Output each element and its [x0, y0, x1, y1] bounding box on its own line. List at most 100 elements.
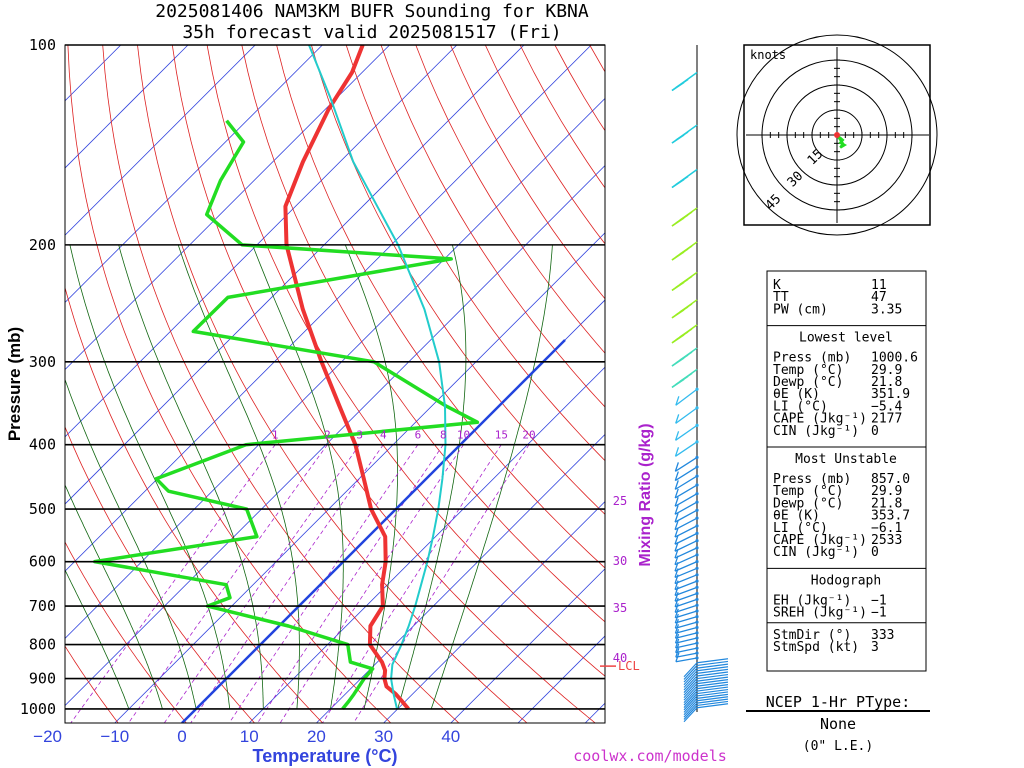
- dry-adiabat-line: [65, 425, 255, 723]
- temperature-tick-label: 30: [374, 727, 393, 746]
- temperature-tick-label: 20: [307, 727, 326, 746]
- wind-barb: [683, 663, 729, 683]
- wind-barb: [675, 652, 699, 663]
- pressure-tick-label: 800: [29, 636, 56, 654]
- isotherm-line: [65, 45, 458, 438]
- parcel-profile: [308, 45, 447, 710]
- wind-barb: [674, 608, 699, 619]
- wind-barb: [675, 387, 699, 406]
- dry-adiabat-line: [65, 645, 119, 723]
- wind-barb: [671, 241, 698, 261]
- dewpoint-profile: [92, 119, 480, 711]
- wind-barb: [674, 423, 699, 441]
- index-value: 47: [871, 290, 887, 305]
- pressure-tick-label: 200: [29, 236, 56, 254]
- mixing-ratio-axis-title: Mixing Ratio (g/kg): [637, 423, 654, 566]
- index-section-title: Lowest level: [799, 331, 893, 346]
- wind-barb: [683, 668, 729, 688]
- wind-barb: [674, 455, 699, 472]
- wind-barb: [674, 619, 699, 629]
- wind-barb: [674, 531, 699, 545]
- index-value: −5.4: [871, 399, 902, 414]
- index-label: K: [773, 278, 781, 293]
- moist-adiabat-line: [69, 244, 231, 709]
- index-value: 29.9: [871, 484, 902, 499]
- index-value: −6.1: [871, 521, 902, 536]
- ptype-value: None: [820, 715, 856, 733]
- wind-barb: [675, 406, 699, 424]
- isotherm-line: [65, 45, 256, 236]
- index-value: 333: [871, 628, 894, 643]
- wind-barb: [674, 629, 699, 639]
- hodograph-ring: [736, 34, 938, 236]
- index-section-title: Most Unstable: [795, 452, 897, 467]
- index-label: Temp (°C): [773, 363, 843, 378]
- attribution-text: coolwx.com/models: [573, 747, 727, 765]
- wind-barb: [674, 566, 699, 579]
- dry-adiabat-line: [345, 45, 605, 462]
- isotherm-line: [65, 165, 605, 707]
- moist-adiabat-line: [65, 569, 130, 710]
- index-value: 1000.6: [871, 351, 918, 366]
- wind-barb: [671, 347, 698, 367]
- mixing-ratio-line: [128, 444, 328, 723]
- wind-barb: [683, 700, 729, 720]
- pressure-tick-label: 1000: [20, 700, 56, 718]
- index-label: SREH (Jkg⁻¹): [773, 606, 867, 621]
- index-label: CIN (Jkg⁻¹): [773, 424, 859, 439]
- index-label: Press (mb): [773, 351, 851, 366]
- wind-barb: [675, 648, 699, 658]
- chart-title-line1: 2025081406 NAM3KM BUFR Sounding for KBNA: [155, 1, 589, 22]
- mixing-ratio-label: 1: [272, 429, 279, 442]
- wind-barb: [674, 516, 699, 531]
- wind-barb: [671, 207, 698, 227]
- dry-adiabat-line: [276, 45, 605, 569]
- index-value: 11: [871, 278, 887, 293]
- pressure-tick-label: 700: [29, 597, 56, 615]
- wind-barb: [683, 703, 729, 723]
- lcl-label: LCL: [618, 659, 640, 673]
- mixing-ratio-line: [163, 444, 360, 723]
- isotherm-line: [65, 45, 323, 303]
- wind-barb: [683, 660, 729, 680]
- wind-barb: [674, 474, 699, 490]
- isotherm-line: [65, 45, 189, 169]
- index-label: CIN (Jkg⁻¹): [773, 545, 859, 560]
- mixing-ratio-label: 20: [522, 429, 535, 442]
- wind-barb: [674, 560, 699, 572]
- wind-barb: [674, 633, 699, 644]
- temperature-tick-label: 40: [441, 727, 460, 746]
- wind-barb: [674, 613, 699, 624]
- mixing-ratio-line: [228, 444, 419, 723]
- isotherm-line: [316, 433, 605, 723]
- index-value: 2533: [871, 533, 902, 548]
- index-section-title: Hodograph: [811, 573, 881, 588]
- index-value: 2177: [871, 412, 902, 427]
- dry-adiabat-line: [65, 286, 323, 723]
- dry-adiabat-line: [311, 45, 605, 515]
- pressure-tick-label: 600: [29, 553, 56, 571]
- mixing-ratio-line: [257, 444, 444, 723]
- wind-barb: [674, 524, 699, 538]
- wind-barb: [683, 688, 729, 708]
- index-label: StmDir (°): [773, 628, 851, 643]
- wind-barb: [674, 624, 699, 634]
- dry-adiabat-line: [67, 45, 392, 723]
- ptype-amount: (0" L.E.): [803, 739, 873, 754]
- wind-barb: [674, 546, 699, 559]
- isotherm-line: [114, 232, 605, 723]
- index-label: CAPE (Jkg⁻¹): [773, 412, 867, 427]
- wind-barb: [674, 553, 699, 566]
- index-value: 351.9: [871, 387, 910, 402]
- mixing-ratio-label: 10: [457, 429, 470, 442]
- wind-barb: [674, 597, 699, 608]
- y-axis-title: Pressure (mb): [5, 327, 24, 441]
- index-label: Dewp (°C): [773, 496, 843, 511]
- mixing-ratio-label: 8: [440, 429, 447, 442]
- mixing-ratio-line: [353, 444, 530, 723]
- index-value: 21.8: [871, 375, 902, 390]
- index-label: PW (cm): [773, 302, 828, 317]
- wind-barb: [674, 508, 699, 523]
- dry-adiabat-line: [102, 45, 460, 723]
- index-label: StmSpd (kt): [773, 640, 859, 655]
